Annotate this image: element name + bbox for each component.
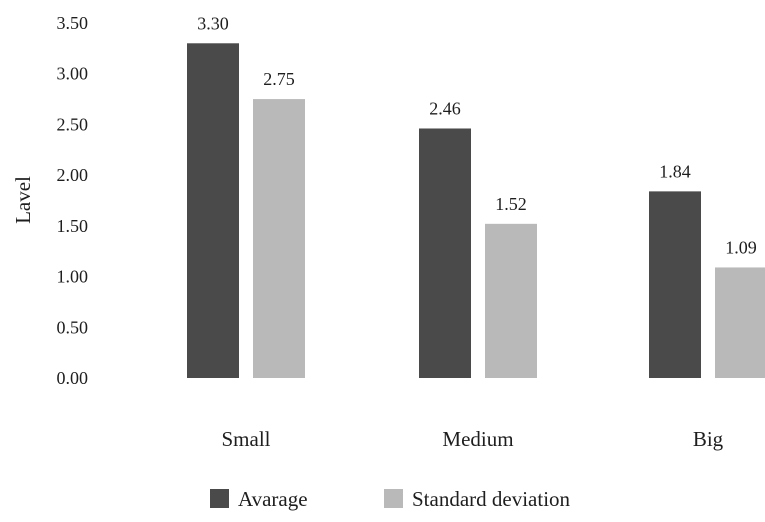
data-label: 2.46 — [429, 98, 461, 118]
legend: Avarage Standard deviation — [210, 487, 571, 511]
data-label: 1.52 — [495, 194, 527, 214]
bar-avarage-big — [649, 191, 701, 378]
data-label: 2.75 — [263, 69, 295, 89]
bar-standard-deviation-medium — [485, 223, 537, 378]
data-label: 1.09 — [725, 237, 757, 257]
data-label: 1.84 — [659, 161, 691, 181]
data-labels: 3.30 2.75 2.46 1.52 1.84 1.09 — [197, 13, 757, 257]
y-tick-label: 3.00 — [57, 64, 89, 84]
bar-avarage-small — [187, 43, 239, 379]
bars — [187, 43, 765, 379]
y-tick-label: 0.00 — [57, 368, 89, 388]
bar-avarage-medium — [419, 128, 471, 378]
legend-swatch — [384, 489, 403, 508]
y-axis-title: Lavel — [11, 176, 35, 224]
y-tick-label: 0.50 — [57, 317, 89, 337]
x-category-label: Big — [693, 427, 724, 451]
y-tick-label: 1.00 — [57, 267, 89, 287]
bar-standard-deviation-small — [253, 99, 305, 379]
x-category-label: Small — [221, 427, 270, 451]
y-tick-label: 2.00 — [57, 165, 89, 185]
y-axis-ticks: 0.00 0.50 1.00 1.50 2.00 2.50 3.00 3.50 — [57, 13, 89, 388]
data-label: 3.30 — [197, 13, 229, 33]
y-tick-label: 3.50 — [57, 13, 89, 33]
legend-swatch — [210, 489, 229, 508]
y-tick-label: 2.50 — [57, 114, 89, 134]
x-axis-category-labels: Small Medium Big — [221, 427, 723, 451]
x-category-label: Medium — [442, 427, 513, 451]
y-tick-label: 1.50 — [57, 216, 89, 236]
bar-standard-deviation-big — [715, 267, 765, 378]
legend-label: Avarage — [238, 487, 308, 511]
legend-label: Standard deviation — [412, 487, 571, 511]
